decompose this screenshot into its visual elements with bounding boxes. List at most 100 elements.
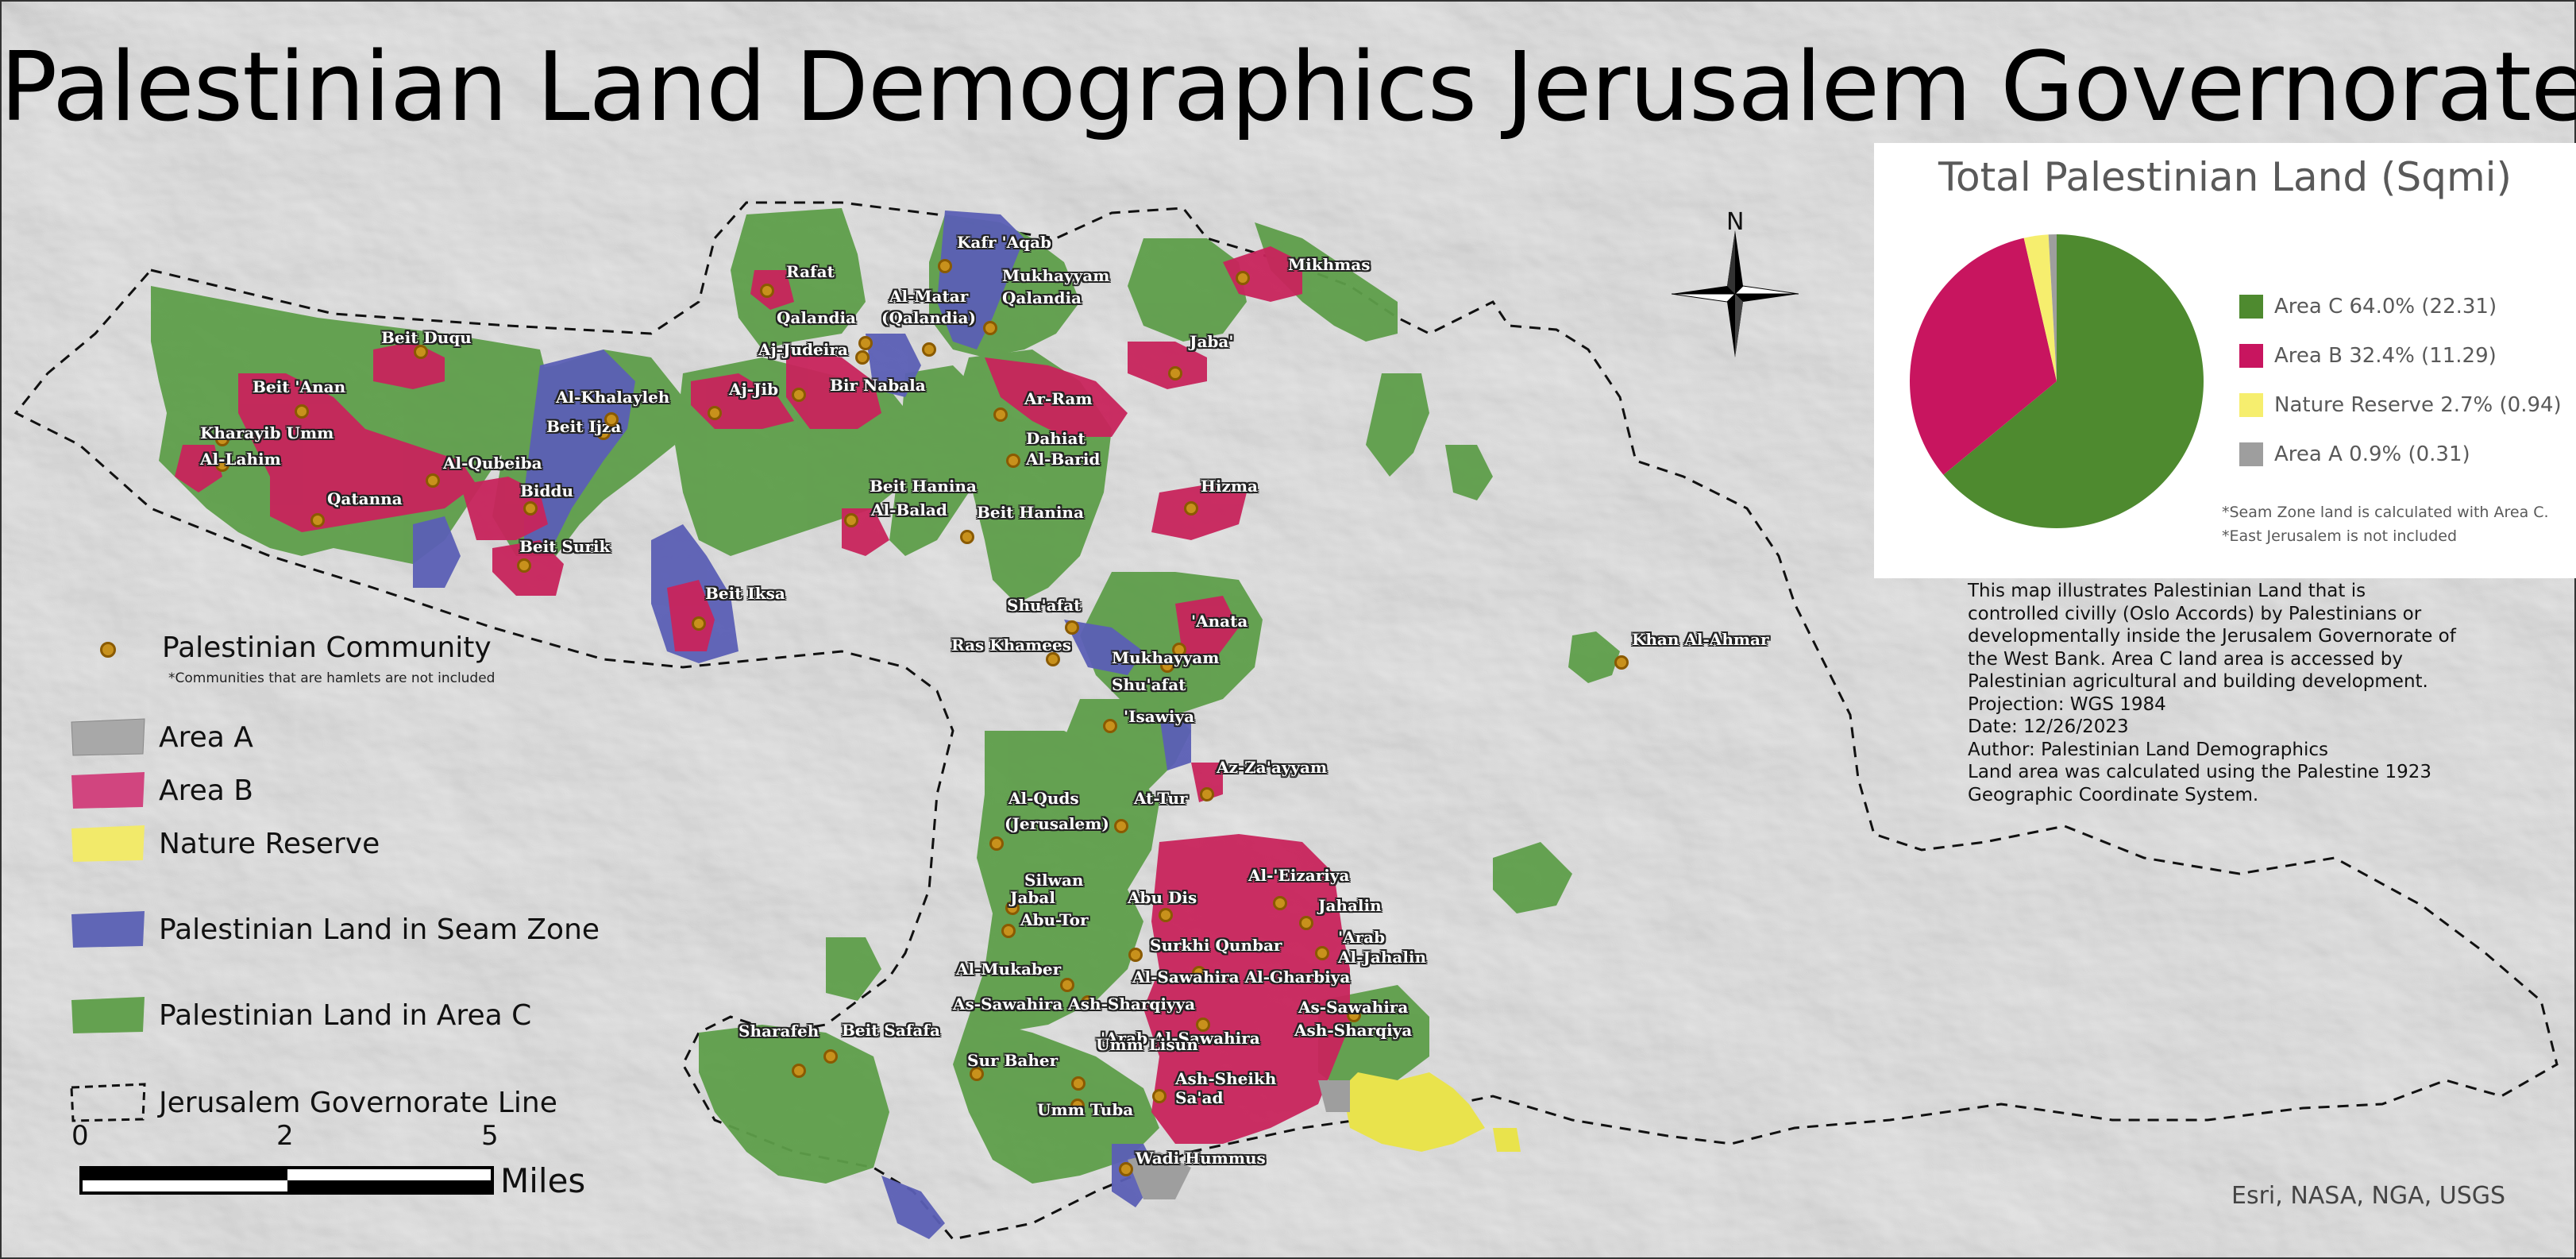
legend-label: Area A <box>159 720 253 754</box>
scale-bar <box>79 1166 494 1195</box>
place-label: Al-Khalayleh <box>556 388 670 407</box>
legend-item-area-b: Area B <box>70 767 253 814</box>
description-line: developmentally inside the Jerusalem Gov… <box>1968 626 2456 647</box>
place-label: Qatanna <box>327 489 403 508</box>
place-label: As-Sawahira <box>1298 998 1409 1017</box>
place-label: Al-Matar <box>889 287 969 306</box>
community-marker-icon <box>295 404 309 419</box>
place-label: Al-Balad <box>871 500 947 519</box>
place-label: 'Anata <box>1191 612 1248 631</box>
community-marker-icon <box>1273 896 1287 910</box>
place-label: Al-Mukaber <box>956 960 1062 979</box>
community-marker-icon <box>1159 908 1173 922</box>
pie-legend-item: Area A 0.9% (0.31) <box>2239 438 2470 470</box>
place-label: Rafat <box>786 262 835 281</box>
area-b-polygons <box>175 246 1350 1144</box>
place-label: Al-Quds <box>1008 789 1079 808</box>
place-label: Az-Za'ayyam <box>1217 758 1328 777</box>
pie-slice-nature-reserve <box>2023 234 2057 381</box>
pie-slice-area-b <box>1910 238 2057 475</box>
community-marker-icon <box>1071 1076 1086 1091</box>
place-label: Khan Al-Ahmar <box>1632 630 1769 649</box>
description-line: Geographic Coordinate System. <box>1968 784 2259 805</box>
place-label: Abu Dis <box>1128 888 1197 907</box>
place-label: Al-'Eizariya <box>1248 866 1350 885</box>
community-marker-icon <box>1184 501 1198 516</box>
community-marker-icon <box>604 412 619 427</box>
community-marker-icon <box>792 1064 806 1078</box>
place-label: Hizma <box>1201 477 1258 496</box>
place-label: Umm Tuba <box>1037 1100 1134 1119</box>
north-label: N <box>1726 208 1745 236</box>
scale-tick-0: 0 <box>71 1120 89 1152</box>
place-label: Qalandia <box>777 308 857 327</box>
community-marker-icon <box>1299 916 1313 930</box>
legend-swatch-area-c <box>71 997 145 1033</box>
community-marker-icon <box>960 530 974 544</box>
place-label: Sa'ad <box>1175 1088 1224 1107</box>
community-marker-icon <box>596 426 611 440</box>
place-label: Shu'afat <box>1007 596 1082 615</box>
description-line: Projection: WGS 1984 <box>1968 693 2166 715</box>
community-marker-icon <box>426 473 440 488</box>
place-label: Ar-Ram <box>1024 389 1093 408</box>
community-marker-icon <box>1006 454 1020 468</box>
place-label: Aj-Jib <box>729 380 779 399</box>
chart-note-seam-zone: *Seam Zone land is calculated with Area … <box>2222 504 2549 521</box>
place-label: 'Arab <box>1338 928 1386 947</box>
chart-title: Total Palestinian Land (Sqmi) <box>1938 154 2512 200</box>
place-label: Qalandia <box>1002 288 1082 307</box>
community-marker-icon <box>1160 658 1174 673</box>
place-label: Ras Khamees <box>951 635 1072 655</box>
community-marker-icon <box>1152 1089 1167 1103</box>
place-label: Silwan <box>1024 871 1084 890</box>
place-label: At-Tur <box>1134 789 1188 808</box>
place-label: (Jerusalem) <box>1005 814 1109 833</box>
map-credits: Esri, NASA, NGA, USGS <box>2231 1182 2506 1210</box>
community-marker-icon <box>1005 901 1020 915</box>
area-a-polygons <box>1128 1080 1350 1199</box>
place-label: Jahalin <box>1318 896 1382 915</box>
description-line: the West Bank. Area C land area is acces… <box>1968 648 2403 670</box>
community-marker-icon <box>1614 655 1629 670</box>
community-marker-icon <box>215 432 229 446</box>
legend-swatch-nature-reserve <box>71 825 145 862</box>
community-dot-icon <box>100 642 116 658</box>
community-marker-icon <box>1128 948 1143 962</box>
community-marker-icon <box>1172 643 1186 657</box>
place-label: Ash-Sharqiya <box>1294 1021 1413 1040</box>
legend-item-area-a: Area A <box>70 713 253 761</box>
place-label: 'Arab Al-Sawahira <box>1101 1029 1260 1048</box>
place-label: Jaba' <box>1190 332 1234 351</box>
legend-community-note: *Communities that are hamlets are not in… <box>168 670 496 686</box>
place-label: Al-Lahim <box>200 450 281 469</box>
place-label: Mikhmas <box>1288 255 1371 274</box>
community-marker-icon <box>858 336 873 350</box>
place-label: Ash-Sheikh <box>1175 1069 1277 1088</box>
pie-legend-label: Nature Reserve 2.7% (0.94) <box>2274 393 2562 417</box>
community-marker-icon <box>1196 1018 1210 1032</box>
legend-community-label: Palestinian Community <box>162 631 492 664</box>
legend-item-area-c: Palestinian Land in Area C <box>70 991 531 1039</box>
community-marker-icon <box>1168 366 1182 380</box>
scale-tick-2: 2 <box>276 1120 294 1152</box>
place-label: Sur Baher <box>967 1051 1059 1070</box>
community-marker-icon <box>938 259 952 273</box>
pie-legend-item: Area B 32.4% (11.29) <box>2239 340 2497 372</box>
community-marker-icon <box>970 1067 984 1081</box>
place-label: Shu'afat <box>1112 675 1186 694</box>
map-title: Palestinian Land Demographics Jerusalem … <box>0 33 2576 143</box>
pie-slice-area-c <box>1943 234 2204 528</box>
place-label: Beit Surik <box>519 537 611 556</box>
community-marker-icon <box>989 836 1004 851</box>
legend-label: Palestinian Land in Area C <box>159 998 532 1032</box>
place-label: As-Sawahira Ash-Sharqiyya <box>953 994 1196 1014</box>
pie-legend-swatch <box>2239 442 2263 466</box>
description-line: Date: 12/26/2023 <box>1968 716 2129 737</box>
community-marker-icon <box>1119 1162 1133 1176</box>
legend-item-governorate-line: Jerusalem Governorate Line <box>70 1079 557 1126</box>
legend-swatch-seam-zone <box>71 911 145 948</box>
community-marker-icon <box>922 342 936 357</box>
legend-label: Jerusalem Governorate Line <box>159 1086 557 1119</box>
community-marker-icon <box>1103 719 1117 733</box>
